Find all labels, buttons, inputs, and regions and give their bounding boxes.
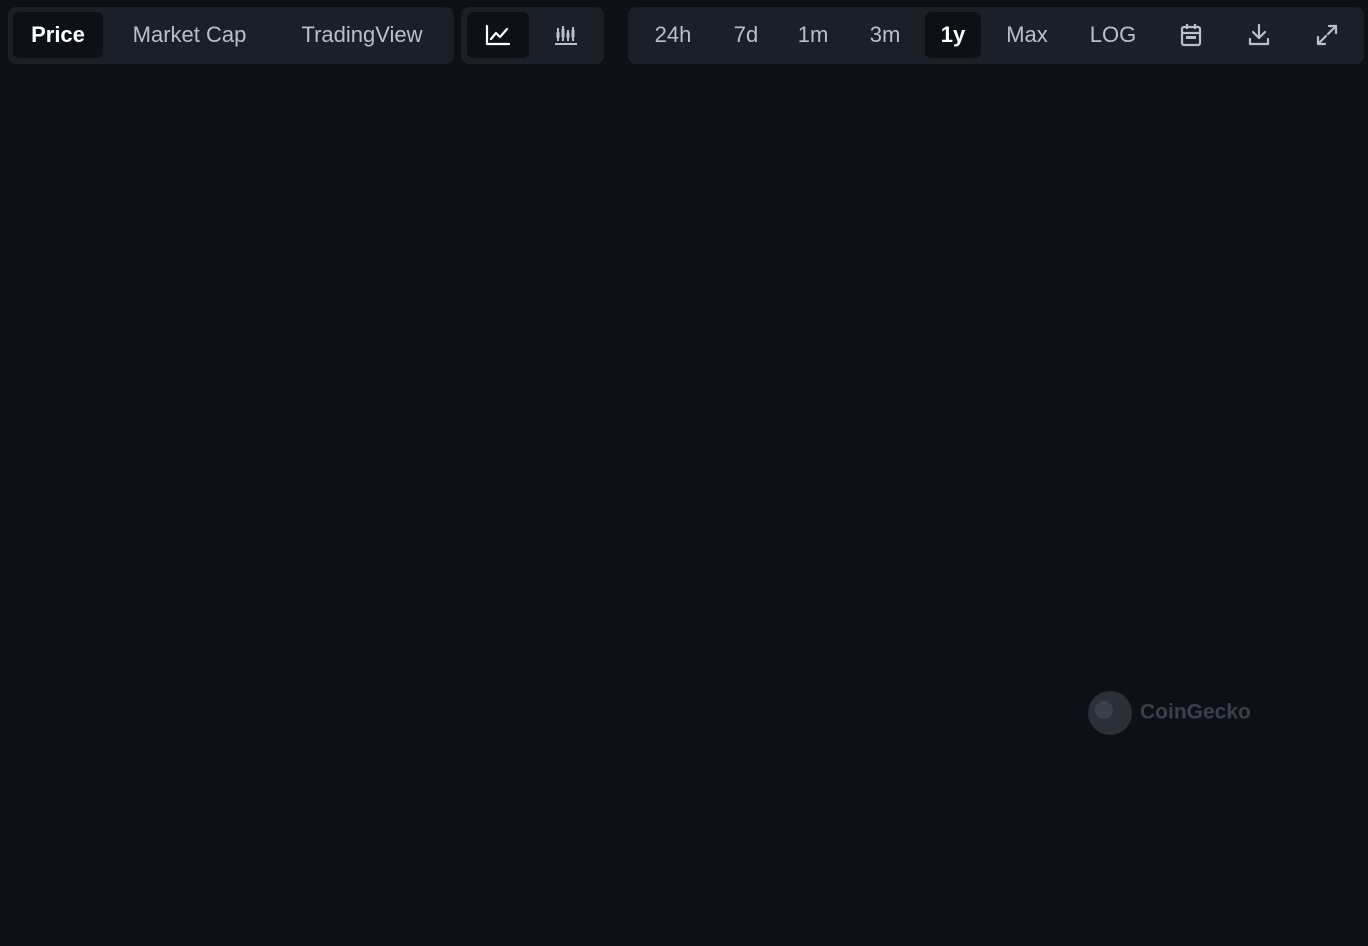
fullscreen-icon	[1316, 24, 1338, 46]
range-tab-group: 24h 7d 1m 3m 1y Max LOG	[628, 7, 1364, 64]
range-tab[interactable]: 7d	[733, 22, 759, 47]
calendar-button[interactable]	[1163, 12, 1219, 58]
range-tab[interactable]: 1y	[925, 12, 981, 58]
download-button[interactable]	[1231, 12, 1287, 58]
candle-chart-icon	[555, 26, 577, 45]
view-tab[interactable]: Market Cap	[132, 22, 247, 47]
view-tab[interactable]: TradingView	[301, 22, 423, 47]
range-tab[interactable]: 1m	[797, 22, 829, 47]
candle-chart-button[interactable]	[535, 12, 597, 58]
view-tab-group: Price Market Cap TradingView	[8, 7, 454, 64]
watermark-text: CoinGecko	[1140, 701, 1251, 724]
chart-style-group	[461, 7, 604, 64]
watermark-logo-eye	[1095, 701, 1113, 719]
download-icon	[1248, 23, 1270, 46]
range-tab[interactable]: LOG	[1089, 22, 1137, 47]
range-tab[interactable]: Max	[1006, 22, 1048, 47]
calendar-icon	[1180, 24, 1202, 47]
watermark: CoinGecko	[1088, 691, 1251, 735]
fullscreen-button[interactable]	[1299, 12, 1355, 58]
line-chart-icon	[485, 24, 511, 46]
range-tab[interactable]: 24h	[654, 22, 692, 47]
line-chart-button[interactable]	[467, 12, 529, 58]
range-tab[interactable]: 3m	[869, 22, 901, 47]
view-tab[interactable]: Price	[13, 12, 103, 58]
